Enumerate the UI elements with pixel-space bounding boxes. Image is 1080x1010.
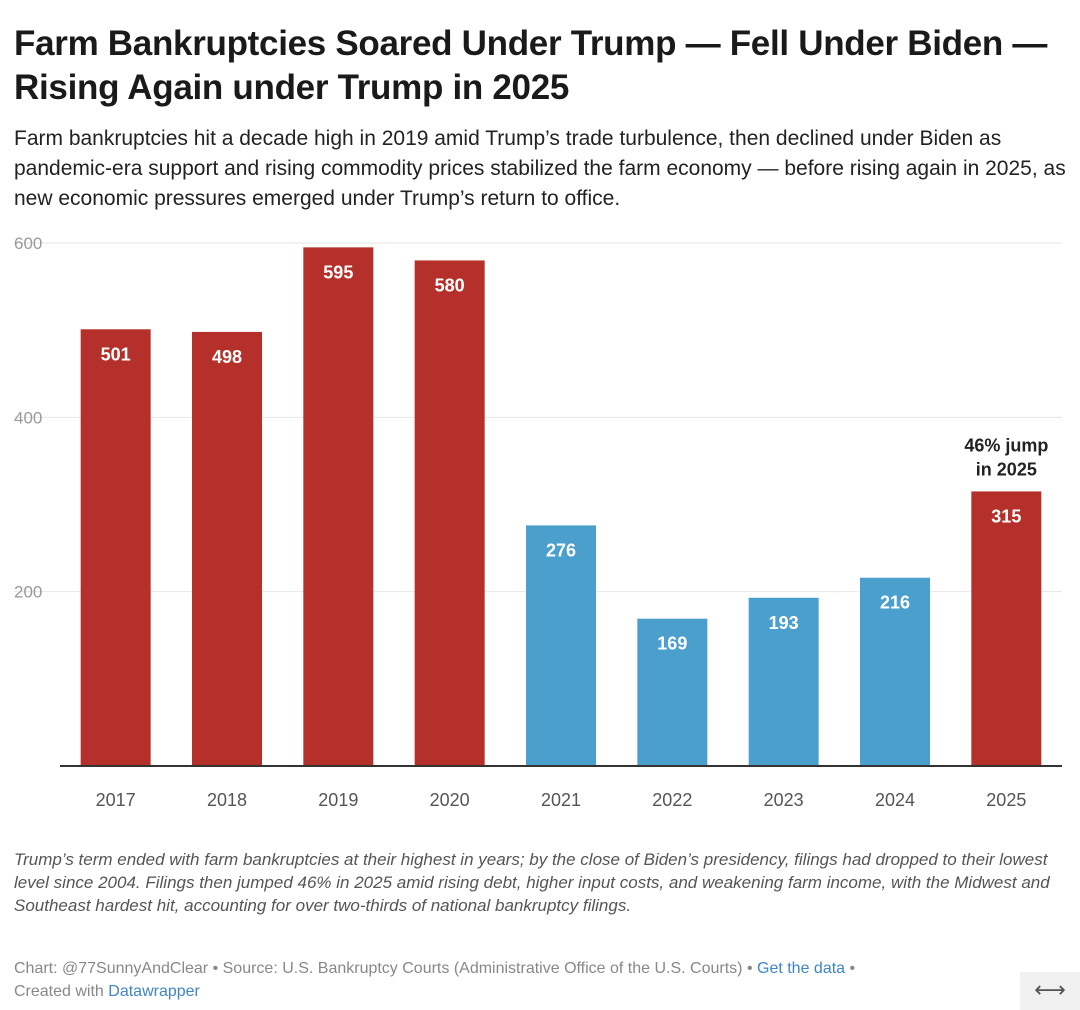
- x-tick-label: 2017: [96, 790, 136, 810]
- get-the-data-link[interactable]: Get the data: [757, 960, 846, 977]
- annotation-label: 46% jump: [964, 435, 1048, 455]
- chart-subtitle: Farm bankruptcies hit a decade high in 2…: [14, 127, 1066, 210]
- y-tick-label: 200: [14, 583, 42, 602]
- annotation-label: in 2025: [976, 459, 1037, 479]
- bar: [192, 331, 262, 766]
- y-tick-label: 400: [14, 408, 42, 427]
- bar: [860, 577, 930, 766]
- created-with-label: Created with: [14, 983, 109, 1000]
- chart-title: Farm Bankruptcies Soared Under Trump — F…: [14, 24, 1048, 107]
- datawrapper-link[interactable]: Datawrapper: [108, 983, 200, 1000]
- bar-chart: 200 400 600 501 2017 498 2018 595 2019 580 2020 276…: [14, 234, 1062, 810]
- x-tick-label: 2023: [764, 790, 804, 810]
- data-label: 580: [435, 275, 465, 295]
- data-label: 595: [323, 262, 353, 282]
- data-label: 276: [546, 540, 576, 560]
- credit-separator: •: [845, 960, 856, 977]
- x-tick-label: 2021: [541, 790, 581, 810]
- data-label: 169: [657, 634, 687, 654]
- bar: [80, 329, 151, 766]
- bar: [526, 525, 596, 766]
- data-label: 315: [991, 506, 1021, 526]
- bar: [748, 597, 819, 766]
- chart-credits: Chart: @77SunnyAndClear • Source: U.S. B…: [14, 957, 1034, 1003]
- x-tick-label: 2025: [986, 790, 1026, 810]
- bar: [303, 247, 374, 766]
- x-tick-label: 2022: [652, 790, 692, 810]
- credit-source: Chart: @77SunnyAndClear • Source: U.S. B…: [14, 960, 757, 977]
- expand-arrows-icon[interactable]: ⟷: [1020, 972, 1080, 1010]
- bar: [414, 260, 485, 766]
- data-label: 216: [880, 593, 910, 613]
- x-tick-label: 2019: [318, 790, 358, 810]
- data-label: 498: [212, 347, 242, 367]
- data-label: 193: [769, 613, 799, 633]
- x-tick-label: 2020: [430, 790, 470, 810]
- data-label: 501: [101, 344, 131, 364]
- x-tick-label: 2024: [875, 790, 915, 810]
- x-tick-label: 2018: [207, 790, 247, 810]
- y-tick-label: 600: [14, 234, 42, 253]
- bar: [971, 491, 1042, 766]
- chart-note: Trump’s term ended with farm bankruptcie…: [14, 850, 1050, 915]
- bar: [637, 618, 708, 766]
